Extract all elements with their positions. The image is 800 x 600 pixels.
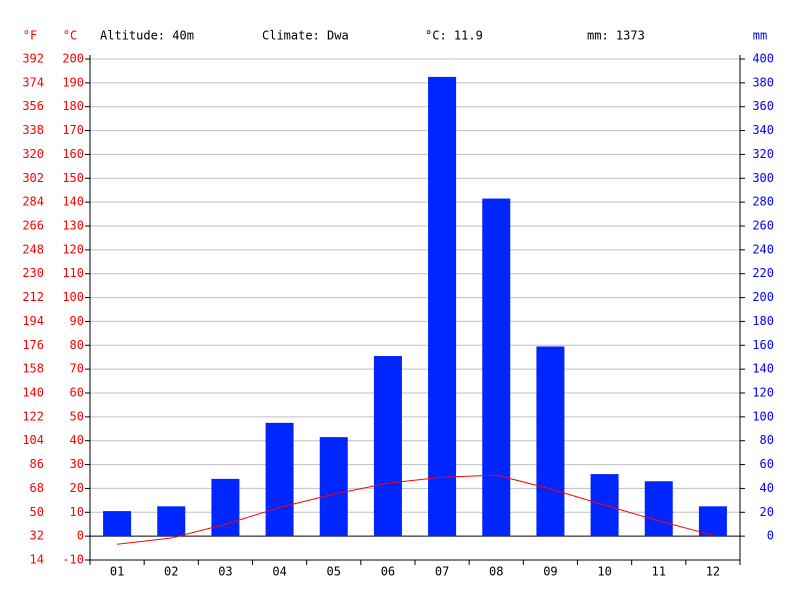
header-altitude: Altitude: 40m <box>100 29 194 43</box>
y-tick-label: 150 <box>62 171 84 185</box>
bar <box>536 346 565 537</box>
x-tick-label: 10 <box>597 565 611 579</box>
f-tick-label: 320 <box>22 147 44 161</box>
y2-tick-label: 360 <box>752 99 774 113</box>
header-temp: °C: 11.9 <box>425 29 483 43</box>
f-tick-label: 266 <box>22 219 44 233</box>
x-tick-label: 01 <box>110 565 124 579</box>
y2-tick-label: 300 <box>752 171 774 185</box>
x-tick-label: 03 <box>218 565 232 579</box>
y-tick-label: 140 <box>62 195 84 209</box>
y2-tick-label: 220 <box>752 266 774 280</box>
bar <box>319 437 348 537</box>
y-tick-label: 40 <box>70 433 84 447</box>
y-tick-label: 20 <box>70 481 84 495</box>
bar <box>157 506 186 537</box>
bar <box>428 76 457 537</box>
x-tick-label: 06 <box>381 565 395 579</box>
y-tick-label: -10 <box>62 553 84 567</box>
y2-tick-label: 400 <box>752 52 774 66</box>
bar <box>373 356 402 537</box>
y2-tick-label: 140 <box>752 362 774 376</box>
bar <box>103 511 132 537</box>
f-tick-label: 248 <box>22 242 44 256</box>
f-tick-label: 230 <box>22 266 44 280</box>
f-tick-label: 50 <box>30 505 44 519</box>
bar <box>482 198 511 537</box>
y2-tick-label: 60 <box>760 457 774 471</box>
f-tick-label: 374 <box>22 75 44 89</box>
y-tick-label: 10 <box>70 505 84 519</box>
f-tick-label: 104 <box>22 433 44 447</box>
f-tick-label: 86 <box>30 457 44 471</box>
header-precip: mm: 1373 <box>587 29 645 43</box>
y-tick-label: 0 <box>77 529 84 543</box>
f-tick-label: 32 <box>30 529 44 543</box>
y-tick-label: 170 <box>62 123 84 137</box>
y-tick-label: 70 <box>70 362 84 376</box>
f-tick-label: 356 <box>22 99 44 113</box>
f-tick-label: 392 <box>22 52 44 66</box>
f-tick-label: 140 <box>22 386 44 400</box>
y-tick-label: 60 <box>70 386 84 400</box>
y-tick-label: 100 <box>62 290 84 304</box>
x-tick-label: 05 <box>327 565 341 579</box>
y-tick-label: 50 <box>70 409 84 423</box>
y-tick-label: 130 <box>62 219 84 233</box>
y2-tick-label: 80 <box>760 433 774 447</box>
y-tick-label: 180 <box>62 99 84 113</box>
y2-axis-label: mm <box>753 29 767 43</box>
temperature-line <box>117 474 714 545</box>
f-tick-label: 284 <box>22 195 44 209</box>
y2-tick-label: 340 <box>752 123 774 137</box>
y2-tick-label: 380 <box>752 75 774 89</box>
y-tick-label: 110 <box>62 266 84 280</box>
y2-tick-label: 40 <box>760 481 774 495</box>
y-tick-label: 200 <box>62 52 84 66</box>
f-tick-label: 158 <box>22 362 44 376</box>
f-tick-label: 302 <box>22 171 44 185</box>
f-tick-label: 212 <box>22 290 44 304</box>
y2-tick-label: 0 <box>767 529 774 543</box>
y2-tick-label: 160 <box>752 338 774 352</box>
x-tick-label: 08 <box>489 565 503 579</box>
x-tick-label: 02 <box>164 565 178 579</box>
x-tick-label: 09 <box>543 565 557 579</box>
y2-tick-label: 20 <box>760 505 774 519</box>
y-axis-label: °C <box>63 29 77 43</box>
f-tick-label: 14 <box>30 553 44 567</box>
bar <box>265 422 294 537</box>
x-tick-label: 04 <box>272 565 286 579</box>
x-tick-label: 12 <box>706 565 720 579</box>
y-tick-label: 190 <box>62 75 84 89</box>
y-tick-label: 120 <box>62 242 84 256</box>
bar <box>698 506 727 537</box>
bar <box>211 478 240 537</box>
x-tick-label: 07 <box>435 565 449 579</box>
y2-tick-label: 100 <box>752 409 774 423</box>
header-climate: Climate: Dwa <box>262 29 349 43</box>
y2-tick-label: 180 <box>752 314 774 328</box>
y-tick-label: 30 <box>70 457 84 471</box>
y2-tick-label: 200 <box>752 290 774 304</box>
y2-tick-label: 120 <box>752 386 774 400</box>
y-tick-label: 80 <box>70 338 84 352</box>
f-tick-label: 338 <box>22 123 44 137</box>
f-tick-label: 122 <box>22 409 44 423</box>
f-tick-label: 68 <box>30 481 44 495</box>
bar <box>644 481 673 537</box>
f-tick-label: 176 <box>22 338 44 352</box>
y-tick-label: 160 <box>62 147 84 161</box>
y-tick-label: 90 <box>70 314 84 328</box>
y2-tick-label: 260 <box>752 219 774 233</box>
f-tick-label: 194 <box>22 314 44 328</box>
x-tick-label: 11 <box>652 565 666 579</box>
y2-tick-label: 240 <box>752 242 774 256</box>
y2-tick-label: 320 <box>752 147 774 161</box>
f-axis-label: °F <box>23 29 37 43</box>
y2-tick-label: 280 <box>752 195 774 209</box>
